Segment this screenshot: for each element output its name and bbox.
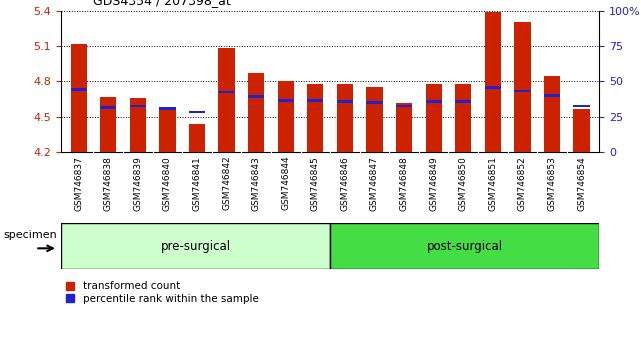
Text: GSM746851: GSM746851: [488, 156, 497, 211]
Text: GSM746839: GSM746839: [133, 156, 142, 211]
Bar: [129, 105, 146, 108]
Text: GSM746845: GSM746845: [311, 156, 320, 211]
Bar: [396, 103, 412, 152]
Text: GSM746843: GSM746843: [252, 156, 261, 211]
Text: GSM746841: GSM746841: [192, 156, 201, 211]
Bar: [367, 87, 383, 152]
Text: GDS4354 / 207398_at: GDS4354 / 207398_at: [93, 0, 231, 7]
Bar: [485, 86, 501, 88]
Bar: [129, 98, 146, 152]
Bar: [544, 75, 560, 152]
Text: GSM746837: GSM746837: [74, 156, 83, 211]
Text: GSM746854: GSM746854: [577, 156, 586, 211]
Bar: [514, 90, 531, 92]
Text: GSM746852: GSM746852: [518, 156, 527, 211]
Text: specimen: specimen: [3, 230, 57, 240]
Bar: [485, 12, 501, 152]
Bar: [100, 97, 117, 152]
Bar: [544, 94, 560, 97]
Text: GSM746840: GSM746840: [163, 156, 172, 211]
Text: GSM746853: GSM746853: [547, 156, 556, 211]
Bar: [330, 223, 599, 269]
Bar: [307, 84, 324, 152]
Bar: [61, 223, 330, 269]
Bar: [248, 96, 264, 98]
Bar: [219, 48, 235, 152]
Bar: [71, 88, 87, 91]
Bar: [426, 100, 442, 103]
Text: post-surgical: post-surgical: [427, 240, 503, 252]
Text: GSM746842: GSM746842: [222, 156, 231, 210]
Bar: [159, 107, 176, 110]
Bar: [278, 99, 294, 102]
Bar: [189, 124, 205, 152]
Bar: [337, 84, 353, 152]
Bar: [455, 100, 471, 103]
Text: GSM746849: GSM746849: [429, 156, 438, 211]
Text: GSM746848: GSM746848: [399, 156, 408, 211]
Text: GSM746847: GSM746847: [370, 156, 379, 211]
Bar: [426, 84, 442, 152]
Bar: [159, 110, 176, 152]
Bar: [514, 22, 531, 152]
Legend: transformed count, percentile rank within the sample: transformed count, percentile rank withi…: [66, 281, 259, 304]
Text: GSM746850: GSM746850: [459, 156, 468, 211]
Bar: [100, 106, 117, 109]
Bar: [574, 109, 590, 152]
Bar: [455, 84, 471, 152]
Text: pre-surgical: pre-surgical: [160, 240, 231, 252]
Bar: [71, 44, 87, 152]
Bar: [248, 73, 264, 152]
Text: GSM746844: GSM746844: [281, 156, 290, 210]
Bar: [307, 99, 324, 102]
Text: GSM746846: GSM746846: [340, 156, 349, 211]
Bar: [574, 105, 590, 108]
Bar: [219, 91, 235, 93]
Bar: [396, 105, 412, 108]
Text: GSM746838: GSM746838: [104, 156, 113, 211]
Bar: [337, 100, 353, 103]
Bar: [278, 81, 294, 152]
Bar: [367, 101, 383, 104]
Bar: [189, 111, 205, 113]
